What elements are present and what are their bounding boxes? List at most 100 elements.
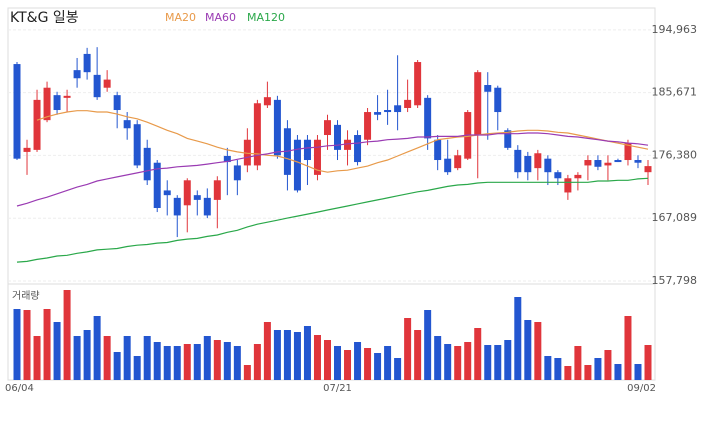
volume-bar	[93, 316, 101, 380]
candle-body	[334, 124, 342, 150]
volume-bar	[303, 326, 311, 380]
volume-bar	[323, 340, 331, 380]
volume-bar	[283, 330, 291, 380]
volume-bar	[73, 336, 81, 380]
ma-line	[16, 177, 649, 263]
volume-bar	[404, 318, 412, 380]
volume-bar	[173, 346, 181, 380]
candle-body	[43, 87, 51, 121]
volume-bar	[263, 322, 271, 380]
volume-bar	[434, 336, 442, 380]
candle-body	[53, 95, 61, 111]
candle-body	[534, 153, 542, 169]
y-tick-label: 167,089	[652, 211, 698, 224]
candle-body	[554, 172, 562, 179]
candle-body	[23, 147, 31, 152]
volume-bar	[624, 316, 632, 380]
candle-body	[504, 130, 512, 148]
candle-body	[494, 87, 502, 113]
candle-body	[113, 95, 121, 111]
volume-bar	[243, 365, 251, 380]
chart-title: KT&G 일봉	[10, 10, 79, 26]
volume-bar	[474, 328, 482, 380]
volume-bar	[113, 352, 121, 380]
candle-body	[444, 158, 452, 173]
candle-body	[374, 112, 382, 115]
volume-bar	[293, 332, 301, 380]
volume-bar	[524, 320, 532, 380]
volume-bar	[33, 336, 41, 380]
candle-body	[544, 158, 552, 173]
volume-label: 거래량	[12, 290, 40, 302]
candle-body	[634, 160, 642, 163]
volume-bar	[23, 310, 31, 380]
volume-bar	[374, 353, 382, 380]
x-tick-label: 09/02	[627, 383, 656, 394]
y-tick-label: 185,671	[652, 86, 698, 99]
volume-bar	[504, 340, 512, 380]
volume-bar	[63, 290, 71, 380]
candle-body	[173, 197, 181, 216]
candle-body	[313, 139, 321, 175]
candle-body	[484, 85, 492, 92]
candle-body	[213, 180, 221, 200]
volume-bar	[364, 348, 372, 380]
candle-body	[624, 143, 632, 161]
volume-bar	[203, 336, 211, 380]
legend-entry: MA20	[165, 11, 196, 24]
legend-entry: MA60	[205, 11, 236, 24]
candle-body	[163, 190, 171, 196]
legend-entry: MA120	[247, 11, 285, 24]
candle-body	[93, 74, 101, 98]
candle-body	[564, 178, 572, 193]
volume-bar	[584, 365, 592, 380]
candle-body	[454, 155, 462, 169]
volume-bar	[424, 310, 432, 380]
candle-body	[594, 160, 602, 167]
candle-body	[293, 139, 301, 191]
volume-bar	[223, 342, 231, 380]
candle-body	[614, 160, 622, 163]
x-tick-label: 06/04	[5, 383, 34, 394]
candle-body	[203, 197, 211, 216]
volume-bar	[354, 342, 362, 380]
volume-bar	[514, 297, 522, 380]
volume-bar	[614, 364, 622, 380]
volume-bar	[123, 336, 131, 380]
volume-bar	[394, 358, 402, 380]
volume-bar	[103, 336, 111, 380]
candle-body	[13, 64, 21, 159]
candle-body	[303, 139, 311, 161]
volume-bar	[213, 340, 221, 380]
volume-bar	[604, 350, 612, 380]
candle-body	[143, 147, 151, 181]
ma-line	[16, 132, 649, 207]
candle-body	[604, 162, 612, 166]
candle-body	[153, 162, 161, 209]
volume-bar	[273, 330, 281, 380]
y-tick-label: 157,798	[652, 274, 698, 287]
y-tick-label: 194,963	[652, 23, 698, 36]
candle-body	[354, 135, 362, 163]
candle-body	[424, 97, 432, 139]
candle-body	[524, 155, 532, 173]
volume-bar	[414, 330, 422, 380]
candle-body	[83, 53, 91, 73]
volume-bar	[454, 346, 462, 380]
volume-bar	[334, 346, 342, 380]
candle-body	[243, 139, 251, 166]
candle-body	[584, 160, 592, 166]
y-tick-label: 176,380	[652, 148, 698, 161]
candle-body	[414, 62, 422, 106]
volume-bar	[534, 322, 542, 380]
candle-body	[193, 195, 201, 200]
candle-body	[434, 139, 442, 161]
volume-bar	[544, 356, 552, 380]
candle-body	[574, 174, 582, 179]
candle-body	[133, 124, 141, 166]
candle-body	[364, 112, 372, 140]
volume-bar	[83, 330, 91, 380]
volume-bar	[163, 346, 171, 380]
volume-bar	[634, 364, 642, 380]
